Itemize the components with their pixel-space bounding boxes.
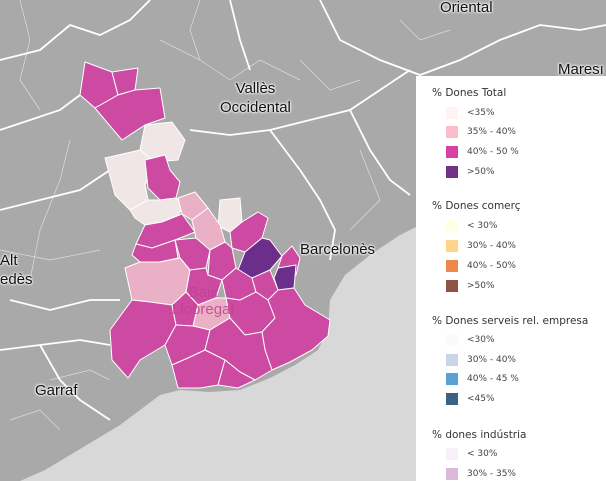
legend-item-label: 40% - 45 % — [467, 374, 519, 384]
legend-swatch — [446, 448, 458, 460]
place-label-text: Occidental — [220, 99, 291, 116]
municipality[interactable] — [273, 264, 297, 291]
place-label-baix-llobregat: Baix Llobregat — [172, 284, 235, 318]
legend-item-label: <45% — [467, 394, 495, 404]
place-label-oriental: Oriental — [440, 0, 493, 16]
legend-swatch — [446, 126, 458, 138]
municipality[interactable] — [171, 291, 199, 327]
place-label-text: Garraf — [35, 382, 78, 399]
municipality[interactable] — [109, 299, 177, 379]
legend-swatch — [446, 166, 458, 178]
place-label-text: Alt — [0, 252, 18, 269]
legend-item-label: <30% — [467, 335, 495, 345]
legend-swatch — [446, 260, 458, 272]
place-label-garraf: Garraf — [35, 382, 78, 399]
municipality[interactable] — [104, 149, 156, 211]
municipalities — [79, 61, 331, 389]
place-label-text: Vallès — [235, 80, 276, 97]
legend-item-label: >50% — [467, 281, 495, 291]
legend-swatch — [446, 334, 458, 346]
legend-section-title: % Dones comerç — [432, 200, 521, 212]
comarca-boundaries — [0, 0, 606, 421]
place-label-text: Llobregat — [172, 301, 235, 318]
place-label-text: Oriental — [440, 0, 493, 16]
legend-item-label: >50% — [467, 167, 495, 177]
legend-item-label: 40% - 50 % — [467, 147, 519, 157]
place-label-text: Baix — [188, 284, 218, 301]
legend-swatch — [446, 373, 458, 385]
legend-section-title: % Dones Total — [432, 87, 507, 99]
legend-panel[interactable]: % Dones Total <35% 35% - 40% 40% - 50 % … — [416, 76, 606, 481]
place-label-text: Maresı — [558, 61, 604, 78]
legend-item-label: 30% - 40% — [467, 355, 516, 365]
legend-item-label: 30% - 40% — [467, 241, 516, 251]
legend-swatch — [446, 240, 458, 252]
legend-item-label: 40% - 50% — [467, 261, 516, 271]
place-label-maresme: Maresı — [558, 61, 604, 78]
legend-section-title: % Dones serveis rel. empresa — [432, 315, 589, 327]
legend-swatch — [446, 393, 458, 405]
legend-swatch — [446, 280, 458, 292]
legend-item-label: <35% — [467, 108, 495, 118]
legend-swatch — [446, 146, 458, 158]
place-label-text: edès — [0, 271, 33, 288]
place-label-valles-occidental: Vallès Occidental — [220, 79, 291, 117]
municipality[interactable] — [144, 154, 181, 201]
legend-section-title: % dones indústria — [432, 429, 527, 441]
place-label-barcelones: Barcelonès — [300, 241, 375, 258]
legend-swatch — [446, 107, 458, 119]
municipality[interactable] — [217, 359, 256, 389]
legend-item-label: < 30% — [467, 449, 498, 459]
legend-swatch — [446, 220, 458, 232]
municipality[interactable] — [229, 211, 269, 253]
legend-swatch — [446, 354, 458, 366]
legend-item-label: < 30% — [467, 221, 498, 231]
place-label-text: Barcelonès — [300, 241, 376, 258]
legend-swatch — [446, 468, 458, 480]
legend-item-label: 30% - 35% — [467, 469, 516, 479]
legend-item-label: 35% - 40% — [467, 127, 516, 137]
place-label-alt-penedes: Alt edès — [0, 251, 33, 289]
